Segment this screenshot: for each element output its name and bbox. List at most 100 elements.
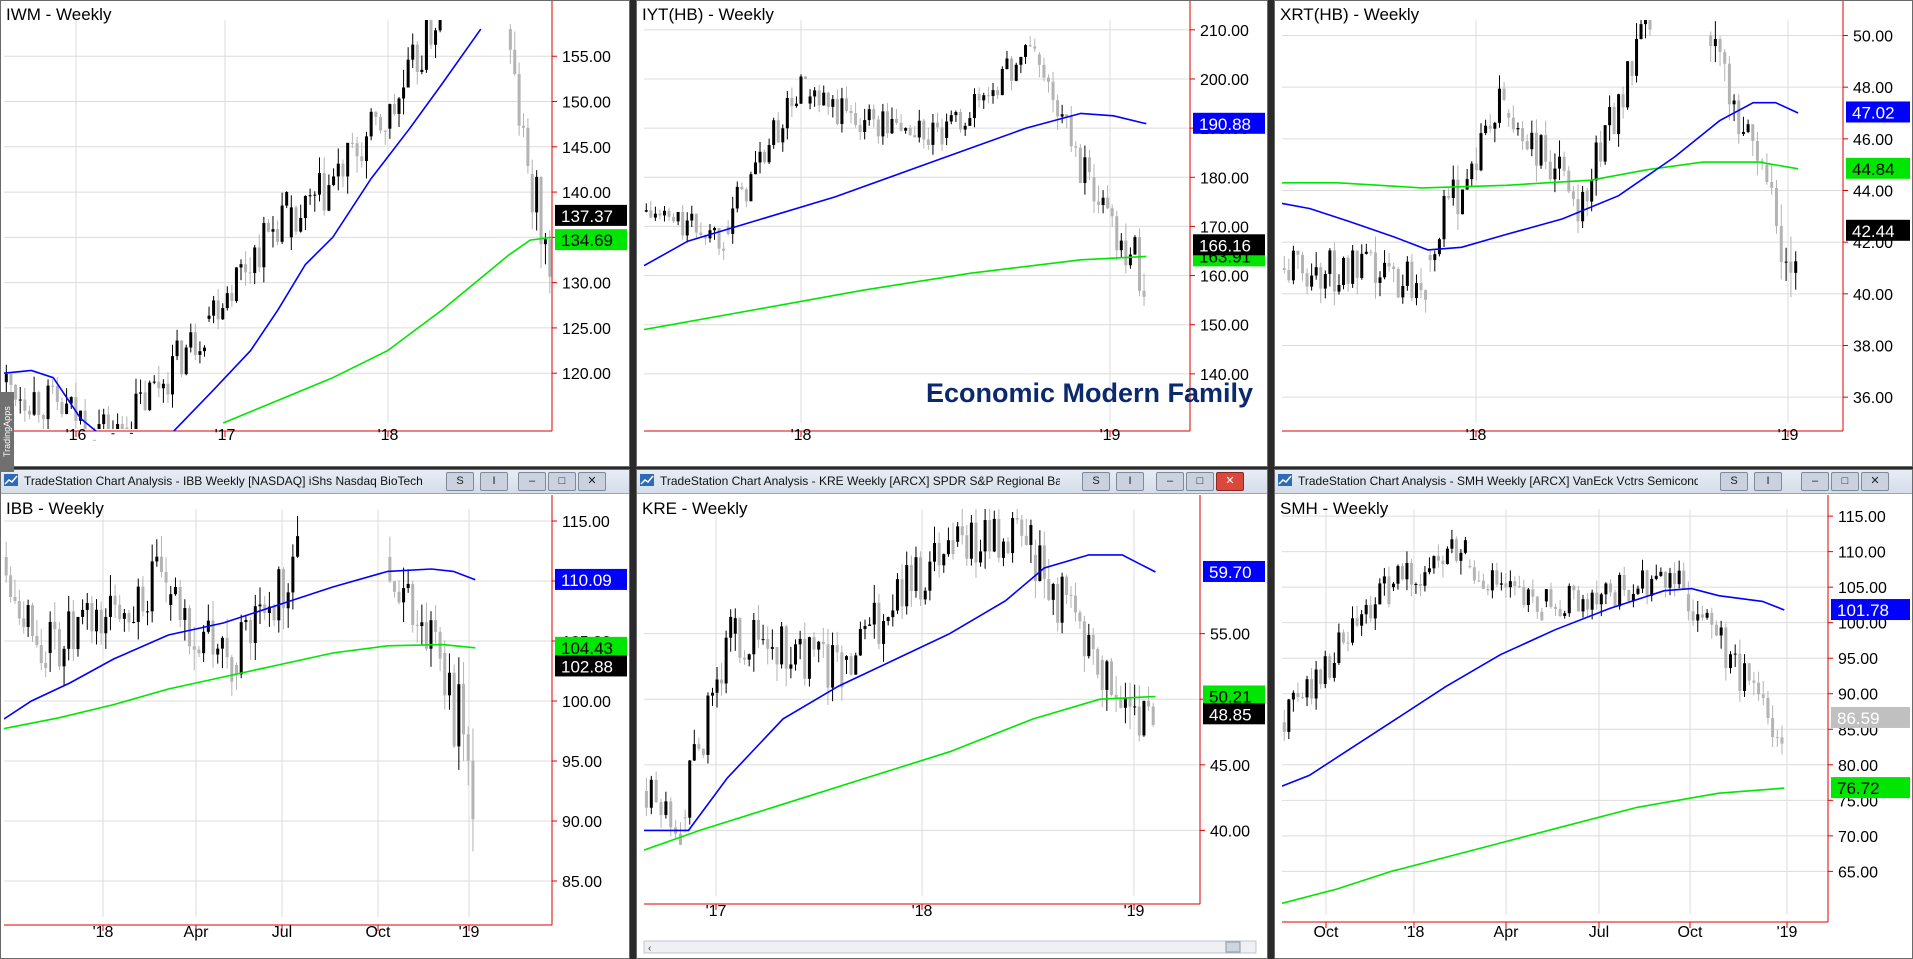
candle-body bbox=[1488, 125, 1492, 129]
candle-body bbox=[26, 605, 30, 628]
candle-body bbox=[332, 176, 336, 186]
candle-body bbox=[257, 247, 261, 268]
x-tick-label: '19 bbox=[1100, 427, 1121, 444]
symbol-link-button[interactable]: S bbox=[1082, 472, 1110, 491]
candle-body bbox=[992, 518, 996, 552]
candle-body bbox=[67, 611, 71, 649]
candle-body bbox=[143, 392, 147, 411]
chart-iyt[interactable]: 210.00200.00190.00180.00170.00160.00150.… bbox=[636, 0, 1268, 467]
candle-body bbox=[776, 120, 780, 143]
close-button[interactable]: ✕ bbox=[1216, 472, 1244, 491]
candle-body bbox=[1427, 568, 1431, 573]
candle-body bbox=[1128, 254, 1132, 266]
window-titlebar[interactable]: TradeStation Chart Analysis - IBB Weekly… bbox=[0, 469, 630, 494]
chart-smh[interactable]: 115.00110.00105.00100.0095.0090.0085.008… bbox=[1274, 469, 1913, 959]
scrollbar-thumb[interactable] bbox=[1225, 941, 1241, 953]
candle-body bbox=[415, 44, 419, 72]
interval-link-button[interactable]: I bbox=[480, 472, 508, 491]
candle-body bbox=[1424, 290, 1428, 300]
scroll-left-arrow[interactable]: ‹ bbox=[648, 943, 651, 954]
chart-kre[interactable]: 55.0050.0045.0040.00'17'18'1959.7050.214… bbox=[636, 469, 1268, 959]
candle-body bbox=[659, 802, 663, 816]
candle-body bbox=[1631, 593, 1635, 602]
candle-body bbox=[1461, 189, 1465, 215]
maximize-button[interactable]: □ bbox=[1186, 472, 1214, 491]
horizontal-scrollbar[interactable] bbox=[643, 940, 1257, 954]
candle-body bbox=[826, 92, 830, 107]
candle-body bbox=[1779, 226, 1783, 263]
candle-body bbox=[996, 90, 1000, 96]
chart-xrt[interactable]: 50.0048.0046.0044.0042.0040.0038.0036.00… bbox=[1274, 0, 1913, 467]
tradingapps-side-tab[interactable]: TradingApps bbox=[0, 392, 14, 472]
close-button[interactable]: ✕ bbox=[578, 472, 606, 491]
minimize-button[interactable]: – bbox=[1156, 472, 1184, 491]
candle-body bbox=[1001, 541, 1005, 558]
candle-body bbox=[530, 173, 534, 213]
close-button[interactable]: ✕ bbox=[1861, 472, 1889, 491]
candle-body bbox=[276, 229, 280, 242]
chart-panel-iyt[interactable]: 210.00200.00190.00180.00170.00160.00150.… bbox=[636, 0, 1268, 467]
candle-body bbox=[1751, 124, 1755, 141]
chart-title: IYT(HB) - Weekly bbox=[642, 5, 774, 24]
y-tick-label: 36.00 bbox=[1853, 390, 1893, 407]
candle-body bbox=[1622, 575, 1626, 591]
candle-body bbox=[1010, 58, 1014, 81]
chart-panel-iwm[interactable]: 155.00150.00145.00140.00135.00130.00125.… bbox=[0, 0, 630, 467]
green-moving-average-line bbox=[644, 695, 1156, 851]
candle-body bbox=[1590, 180, 1594, 202]
maximize-button[interactable]: □ bbox=[548, 472, 576, 491]
candle-body bbox=[1319, 267, 1323, 289]
candle-body bbox=[808, 96, 812, 104]
price-labels: 137.37 134.69 bbox=[555, 204, 627, 251]
candle-body bbox=[1137, 237, 1141, 291]
chart-panel-ibb[interactable]: TradeStation Chart Analysis - IBB Weekly… bbox=[0, 469, 630, 959]
y-tick-label: 150.00 bbox=[562, 95, 611, 112]
candle-body bbox=[1373, 252, 1377, 283]
candle-body bbox=[1445, 548, 1449, 565]
candle-body bbox=[1479, 133, 1483, 171]
candle-body bbox=[1383, 262, 1387, 278]
candle-body bbox=[977, 94, 981, 101]
candle-body bbox=[4, 373, 8, 383]
y-tick-label: 140.00 bbox=[562, 185, 611, 202]
candle-body bbox=[277, 569, 281, 621]
symbol-link-button[interactable]: S bbox=[1720, 472, 1748, 491]
candle-body bbox=[1612, 107, 1616, 135]
candle-body bbox=[1477, 580, 1481, 582]
candle-body bbox=[1766, 697, 1770, 719]
blue-moving-average-line bbox=[644, 112, 1147, 267]
candle-body bbox=[1342, 257, 1346, 285]
chart-panel-xrt[interactable]: 50.00 48.00 46.00 44.00 42.00 40.00 38.00 36.00… bbox=[1274, 0, 1913, 467]
green-moving-average-line bbox=[644, 255, 1147, 331]
interval-link-button[interactable]: I bbox=[1116, 472, 1144, 491]
candle-body bbox=[1563, 613, 1567, 616]
candle-body bbox=[397, 591, 401, 603]
candle-body bbox=[923, 590, 927, 600]
minimize-button[interactable]: – bbox=[518, 472, 546, 491]
candle-body bbox=[822, 92, 826, 106]
candle-body bbox=[152, 381, 156, 383]
chart-panel-smh[interactable]: TradeStation Chart Analysis - SMH Weekly… bbox=[1274, 469, 1913, 959]
price-labels: 47.02 44.84 42.44 bbox=[1846, 101, 1910, 241]
symbol-link-button[interactable]: S bbox=[446, 472, 474, 491]
chart-panel-kre[interactable]: TradeStation Chart Analysis - KRE Weekly… bbox=[636, 469, 1268, 959]
candle-body bbox=[76, 616, 80, 650]
minimize-button[interactable]: – bbox=[1801, 472, 1829, 491]
candle-body bbox=[1558, 608, 1562, 616]
window-titlebar[interactable]: TradeStation Chart Analysis - SMH Weekly… bbox=[1274, 469, 1913, 494]
chart-iwm[interactable]: 155.00150.00145.00140.00135.00130.00125.… bbox=[0, 0, 630, 467]
candle-body bbox=[1729, 654, 1732, 669]
candle-body bbox=[161, 383, 165, 389]
candle-body bbox=[1472, 567, 1476, 581]
candle-body bbox=[854, 655, 858, 675]
candle-body bbox=[244, 619, 248, 623]
candle-body bbox=[1784, 261, 1788, 263]
candle-body bbox=[959, 112, 963, 130]
maximize-button[interactable]: □ bbox=[1831, 472, 1859, 491]
candle-body bbox=[1296, 692, 1300, 698]
candle-body bbox=[1709, 35, 1713, 47]
candle-body bbox=[220, 637, 224, 649]
interval-link-button[interactable]: I bbox=[1754, 472, 1782, 491]
window-titlebar[interactable]: TradeStation Chart Analysis - KRE Weekly… bbox=[636, 469, 1268, 494]
chart-ibb[interactable]: 115.00110.00105.00100.0095.0090.0085.00'… bbox=[0, 469, 630, 959]
